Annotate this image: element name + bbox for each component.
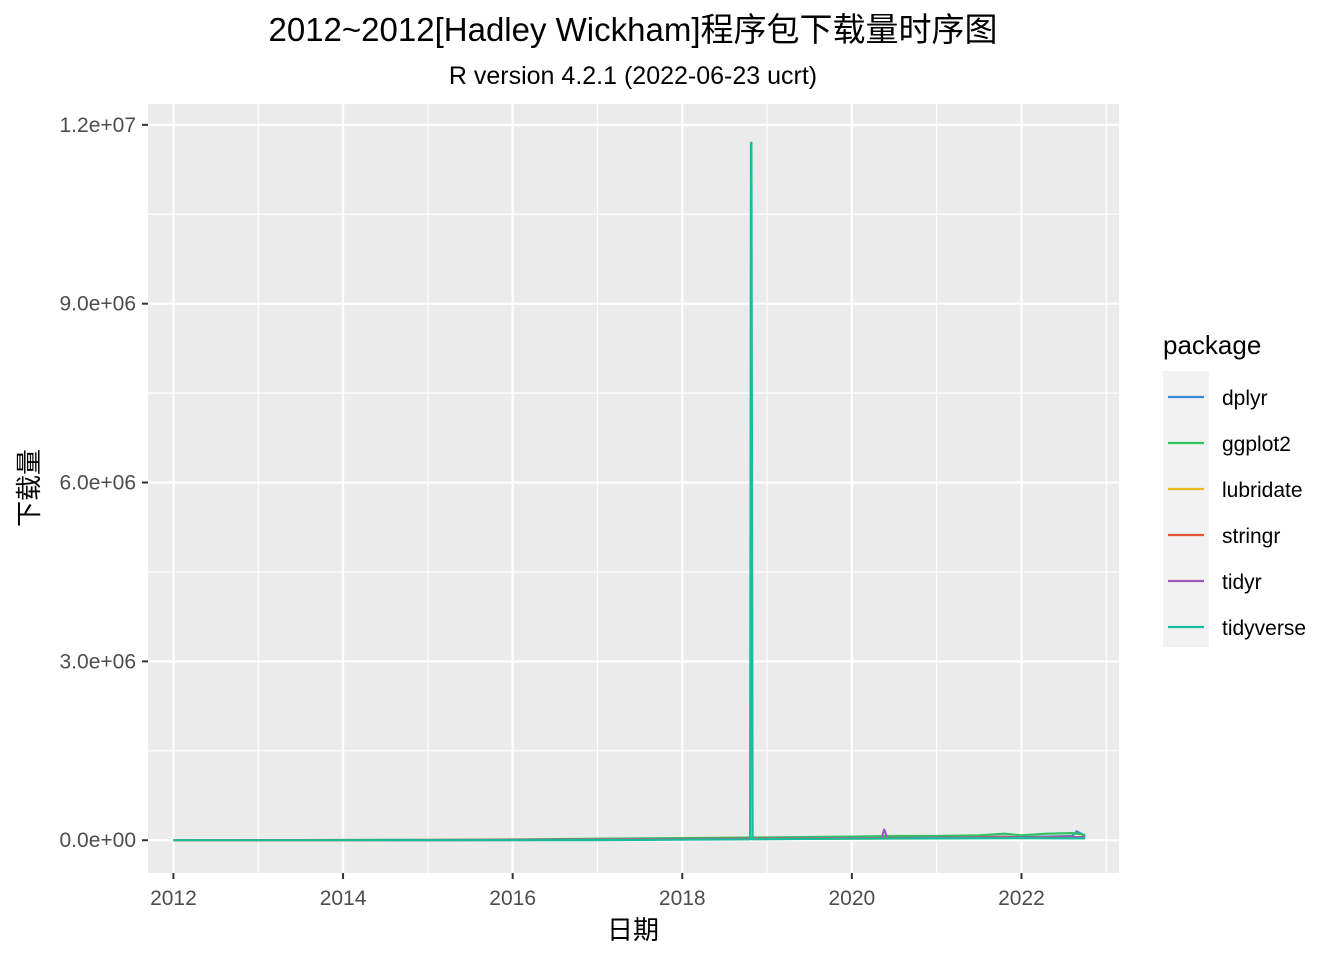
- y-tick-label: 3.0e+06: [60, 650, 137, 673]
- legend-items: dplyr ggplot2 lubridate stringr tidyr tidyver…: [1163, 371, 1306, 647]
- x-axis: 2012 2014 2016 2018 2020 2022: [150, 873, 1045, 910]
- x-tick-label: 2022: [998, 887, 1045, 910]
- legend-key-background: [1163, 371, 1209, 647]
- y-axis-title: 下载量: [14, 449, 44, 527]
- y-tick-label: 9.0e+06: [60, 293, 137, 316]
- x-tick-label: 2012: [150, 887, 197, 910]
- x-tick-label: 2014: [320, 887, 367, 910]
- legend-title: package: [1163, 330, 1261, 360]
- grid-minor: [148, 104, 1119, 873]
- chart-title: 2012~2012[Hadley Wickham]程序包下载量时序图: [269, 11, 998, 48]
- y-tick-label: 1.2e+07: [60, 114, 137, 137]
- x-axis-title: 日期: [607, 915, 659, 945]
- plot-panel: [148, 104, 1119, 873]
- legend-label-ggplot2: ggplot2: [1222, 433, 1291, 456]
- y-tick-label: 0.0e+00: [60, 829, 137, 852]
- x-tick-label: 2020: [829, 887, 876, 910]
- chart-subtitle: R version 4.2.1 (2022-06-23 ucrt): [449, 62, 817, 90]
- series-lines: [173, 141, 1086, 842]
- y-tick-label: 6.0e+06: [60, 472, 137, 495]
- legend: package dplyr ggplot2 lubridate stringr tidy…: [1163, 330, 1306, 647]
- y-axis: 0.0e+00 3.0e+06 6.0e+06 9.0e+06 1.2e+07: [60, 114, 148, 852]
- legend-label-tidyverse: tidyverse: [1222, 617, 1306, 640]
- x-tick-label: 2018: [659, 887, 706, 910]
- series-line-tidyverse: [173, 141, 1086, 842]
- x-tick-label: 2016: [489, 887, 536, 910]
- legend-label-lubridate: lubridate: [1222, 479, 1303, 502]
- legend-label-tidyr: tidyr: [1222, 571, 1262, 594]
- legend-label-dplyr: dplyr: [1222, 387, 1268, 410]
- legend-label-stringr: stringr: [1222, 525, 1280, 548]
